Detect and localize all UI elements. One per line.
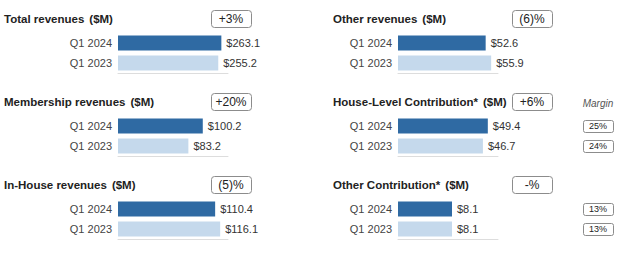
svg-text:Other Contribution*: Other Contribution* xyxy=(333,179,441,191)
svg-text:In-House revenues: In-House revenues xyxy=(4,179,107,191)
svg-text:Q1 2024: Q1 2024 xyxy=(70,203,112,215)
svg-text:Q1 2023: Q1 2023 xyxy=(350,140,392,152)
svg-text:Q1 2024: Q1 2024 xyxy=(350,120,392,132)
svg-text:+6%: +6% xyxy=(520,95,545,109)
svg-text:Q1 2024: Q1 2024 xyxy=(350,37,392,49)
svg-text:13%: 13% xyxy=(589,204,607,214)
svg-text:($M): ($M) xyxy=(130,96,154,108)
svg-text:($M): ($M) xyxy=(89,13,113,25)
svg-text:($M): ($M) xyxy=(112,179,136,191)
svg-text:(5)%: (5)% xyxy=(218,178,244,192)
svg-text:$255.2: $255.2 xyxy=(223,57,257,69)
svg-text:($M): ($M) xyxy=(445,179,469,191)
svg-text:Q1 2023: Q1 2023 xyxy=(350,57,392,69)
svg-text:Q1 2024: Q1 2024 xyxy=(70,37,112,49)
svg-text:Q1 2023: Q1 2023 xyxy=(70,223,112,235)
svg-text:-%: -% xyxy=(525,178,540,192)
svg-text:$52.6: $52.6 xyxy=(491,37,519,49)
svg-text:Q1 2024: Q1 2024 xyxy=(70,120,112,132)
svg-text:13%: 13% xyxy=(589,224,607,234)
svg-text:$46.7: $46.7 xyxy=(488,140,516,152)
svg-text:$83.2: $83.2 xyxy=(193,140,221,152)
svg-text:25%: 25% xyxy=(589,121,607,131)
svg-text:Other revenues: Other revenues xyxy=(333,13,417,25)
svg-text:($M): ($M) xyxy=(422,13,446,25)
svg-text:(6)%: (6)% xyxy=(519,12,545,26)
svg-text:$100.2: $100.2 xyxy=(208,120,242,132)
svg-text:+20%: +20% xyxy=(215,95,246,109)
svg-text:$49.4: $49.4 xyxy=(493,120,521,132)
svg-text:($M): ($M) xyxy=(483,96,507,108)
svg-text:$263.1: $263.1 xyxy=(226,37,260,49)
svg-text:House-Level Contribution*: House-Level Contribution* xyxy=(333,96,479,108)
svg-text:$110.4: $110.4 xyxy=(220,203,253,215)
svg-text:Q1 2023: Q1 2023 xyxy=(350,223,392,235)
svg-text:$8.1: $8.1 xyxy=(457,203,478,215)
svg-text:Q1 2024: Q1 2024 xyxy=(350,203,392,215)
svg-text:$55.9: $55.9 xyxy=(496,57,524,69)
svg-text:$8.1: $8.1 xyxy=(457,223,478,235)
svg-text:24%: 24% xyxy=(589,141,607,151)
svg-text:Membership revenues: Membership revenues xyxy=(4,96,125,108)
svg-text:Margin: Margin xyxy=(583,98,614,109)
svg-text:$116.1: $116.1 xyxy=(225,223,258,235)
svg-text:Q1 2023: Q1 2023 xyxy=(70,57,112,69)
svg-text:Total revenues: Total revenues xyxy=(4,13,84,25)
svg-text:+3%: +3% xyxy=(219,12,244,26)
svg-text:Q1 2023: Q1 2023 xyxy=(70,140,112,152)
